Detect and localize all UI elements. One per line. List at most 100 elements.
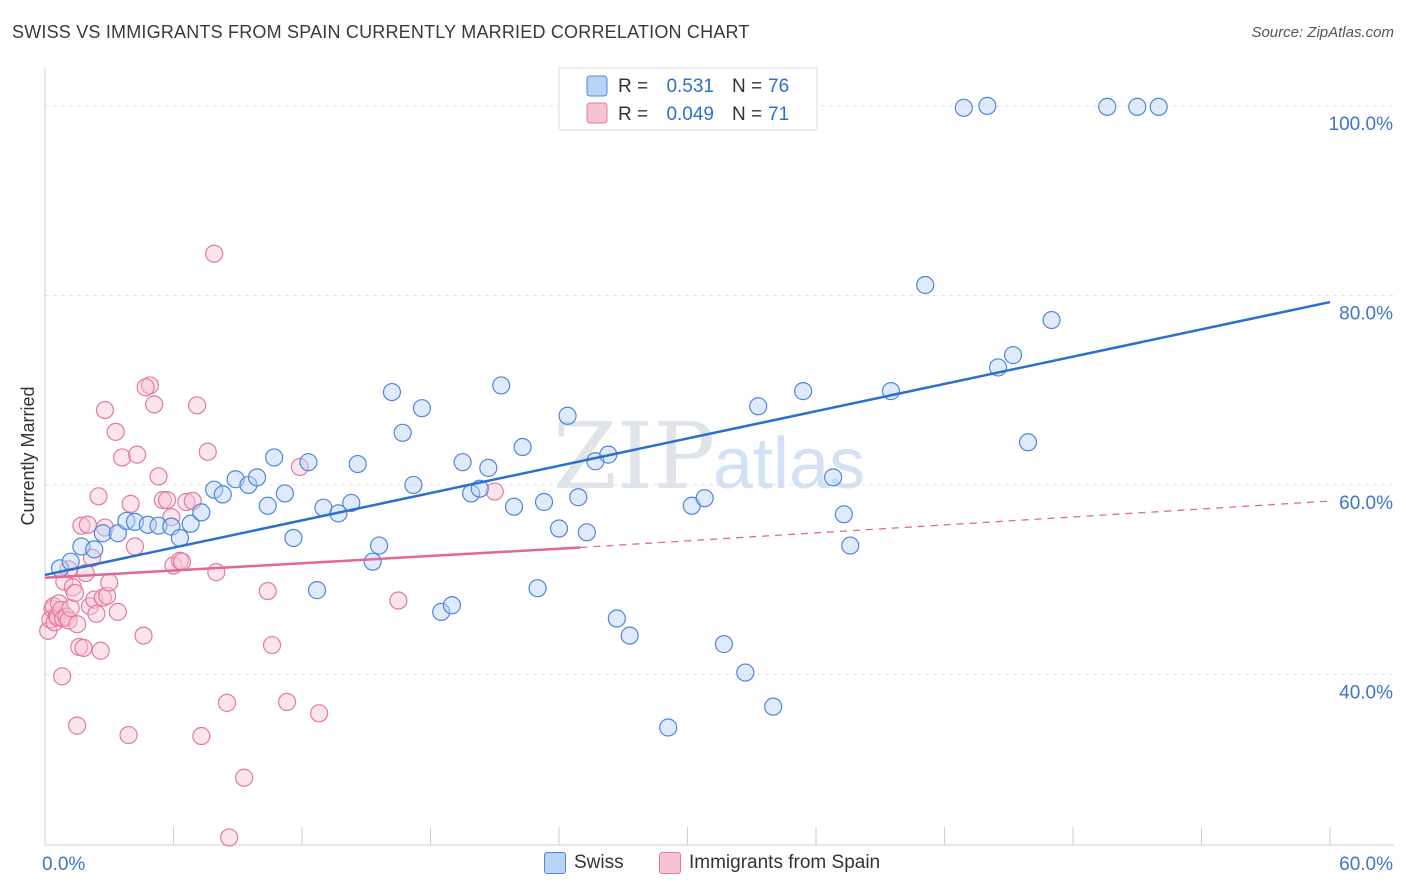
legend-swiss-r-value: 0.531	[666, 76, 714, 97]
spain-point	[61, 599, 80, 618]
swiss-point	[363, 552, 382, 571]
spain-point	[149, 467, 168, 486]
swiss-point	[577, 523, 596, 542]
y-tick-label: 100.0%	[1329, 114, 1394, 135]
legend-swiss-n-value: 76	[768, 76, 789, 97]
legend-swatch-spain	[586, 102, 608, 124]
swiss-point	[764, 697, 783, 716]
spain-point	[100, 573, 119, 592]
spain-point	[145, 395, 164, 414]
legend-swiss-r-label: R =	[618, 76, 648, 97]
spain-point	[192, 726, 211, 746]
swiss-trend-line	[44, 300, 1331, 577]
spain-point	[125, 537, 145, 556]
spain-point	[134, 626, 153, 645]
swiss-point	[181, 514, 200, 533]
bottom-legend-swiss: Swiss	[544, 852, 624, 874]
swiss-point	[1098, 97, 1117, 116]
watermark: ZIP atlas	[553, 403, 865, 510]
swiss-point	[307, 581, 327, 600]
x-tick-label-min: 0.0%	[42, 854, 85, 875]
swiss-point	[916, 275, 935, 295]
spain-points	[39, 244, 504, 847]
spain-point	[153, 490, 172, 510]
spain-point	[72, 516, 91, 535]
swiss-point	[1128, 97, 1147, 116]
swiss-point	[247, 468, 267, 487]
spain-point	[87, 604, 106, 623]
bottom-legend-swiss-label: Swiss	[574, 852, 624, 873]
legend-swatch-swiss	[586, 75, 608, 97]
swiss-point	[382, 382, 402, 402]
spain-point	[74, 638, 93, 658]
spain-point	[172, 552, 192, 571]
swiss-point	[714, 635, 734, 654]
watermark-zip: ZIP	[553, 403, 715, 510]
spain-point	[177, 492, 196, 512]
x-tick-labels: 0.0% 60.0%	[42, 854, 1393, 875]
spain-point	[68, 615, 87, 634]
swiss-point	[504, 497, 524, 516]
spain-point	[262, 635, 282, 655]
swiss-point	[412, 399, 432, 418]
spain-point	[235, 768, 254, 787]
spain-point	[277, 692, 297, 712]
swiss-point	[108, 524, 127, 543]
swiss-point	[404, 475, 423, 495]
swiss-points	[50, 96, 1168, 737]
legend-swiss-n-label: N =	[732, 76, 762, 97]
swiss-point	[569, 488, 588, 507]
spain-point	[78, 515, 97, 534]
swiss-point	[1003, 346, 1023, 365]
swiss-point	[284, 528, 303, 548]
spain-point	[108, 602, 127, 622]
swiss-point	[978, 96, 997, 116]
spain-point	[207, 563, 226, 582]
spain-point	[389, 591, 408, 610]
spain-point	[205, 244, 224, 263]
y-tick-labels: 40.0% 60.0% 80.0% 100.0%	[1329, 114, 1394, 704]
spain-point	[53, 667, 72, 686]
spain-point	[119, 725, 138, 745]
y-tick-label: 60.0%	[1339, 493, 1393, 514]
spain-point	[220, 828, 239, 847]
swiss-point	[492, 376, 511, 395]
spain-point	[217, 693, 237, 712]
swiss-point	[841, 536, 860, 555]
swiss-point	[213, 485, 232, 504]
bottom-legend-spain-label: Immigrants from Spain	[689, 852, 881, 873]
spain-point	[121, 494, 140, 513]
bottom-legend-spain: Immigrants from Spain	[659, 852, 880, 874]
legend-spain-n-label: N =	[732, 104, 762, 125]
spain-point	[136, 378, 155, 397]
swiss-point	[275, 484, 294, 503]
spain-point	[65, 583, 85, 603]
watermark-atlas: atlas	[713, 424, 865, 504]
swiss-point	[85, 540, 104, 559]
axes	[44, 68, 1394, 846]
spain-swatch	[659, 852, 681, 874]
swiss-point	[749, 397, 768, 416]
legend-spain-r-label: R =	[618, 104, 648, 125]
legend-spain-n-value: 71	[768, 104, 789, 125]
spain-point	[258, 581, 277, 601]
swiss-point	[620, 626, 639, 645]
swiss-point	[149, 516, 168, 535]
swiss-point	[393, 423, 412, 442]
spain-point	[290, 457, 309, 477]
swiss-point	[513, 437, 532, 457]
swiss-point	[258, 496, 277, 515]
grid-lines	[45, 105, 1394, 675]
swiss-point	[205, 480, 224, 499]
swiss-point	[348, 454, 367, 474]
swiss-swatch	[544, 852, 566, 874]
spain-point	[76, 563, 95, 583]
swiss-point	[824, 468, 843, 487]
swiss-point	[432, 602, 451, 622]
swiss-point	[442, 596, 462, 615]
swiss-point	[954, 98, 973, 117]
spain-point	[198, 442, 217, 461]
swiss-point	[453, 453, 472, 472]
spain-point	[187, 396, 207, 415]
